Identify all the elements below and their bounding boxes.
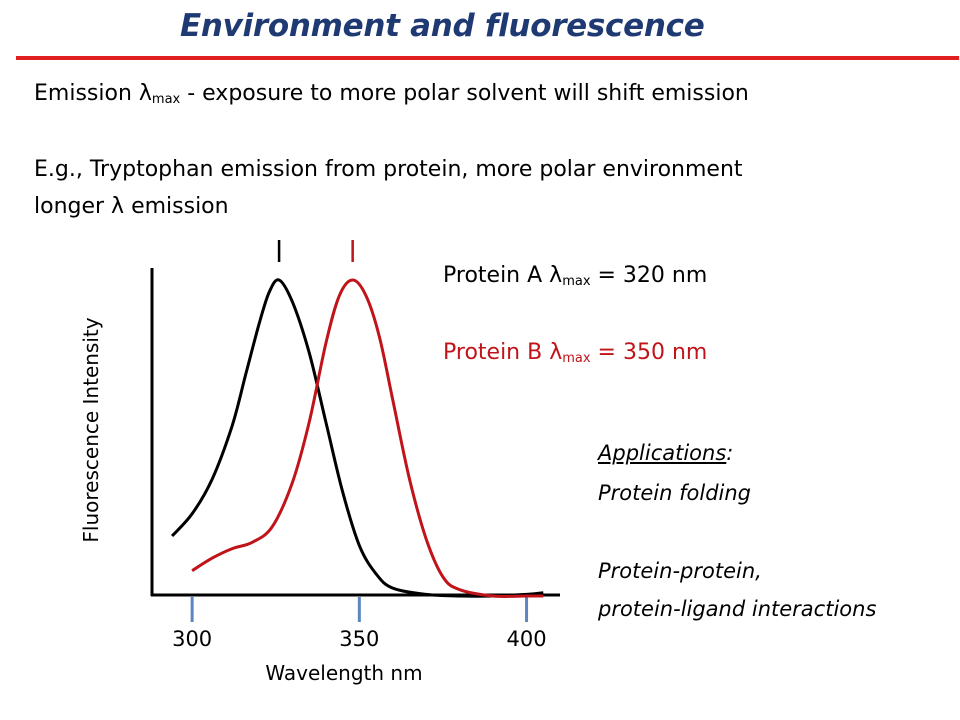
example-line-2: longer λ emission: [34, 194, 229, 219]
series-line-protein-a: [170, 278, 544, 598]
emission-prefix: Emission λ: [34, 81, 152, 106]
slide-title: Environment and fluorescence: [180, 8, 705, 44]
applications-heading-colon: :: [726, 441, 734, 465]
series-line-protein-b: [191, 278, 544, 598]
protein-b-label: Protein B λmax = 350 nm: [443, 337, 707, 368]
emission-suffix: - exposure to more polar solvent will sh…: [180, 81, 749, 106]
y-axis-title: Fluorescence Intensity: [79, 317, 103, 542]
protein-a-subscript: max: [562, 274, 591, 289]
emission-subscript: max: [151, 92, 181, 107]
protein-b-subscript: max: [562, 351, 591, 366]
application-item-folding: Protein folding: [598, 481, 751, 505]
protein-a-suffix: = 320 nm: [590, 263, 708, 288]
emission-statement: Emission λmax - exposure to more polar s…: [34, 78, 749, 109]
x-tick-label-400: 400: [507, 627, 547, 651]
x-tick-label-350: 350: [339, 627, 379, 651]
application-item-protein-protein: Protein-protein,: [598, 559, 762, 583]
title-underline: [16, 56, 959, 60]
application-item-protein-ligand: protein-ligand interactions: [598, 597, 877, 621]
applications-heading: Applications:: [598, 438, 733, 468]
applications-heading-label: Applications: [598, 441, 727, 465]
protein-b-suffix: = 350 nm: [590, 340, 708, 365]
x-tick-label-300: 300: [172, 627, 212, 651]
protein-a-prefix: Protein A λ: [443, 263, 563, 288]
x-axis-title: Wavelength nm: [265, 661, 422, 685]
example-line-1: E.g., Tryptophan emission from protein, …: [34, 157, 743, 182]
protein-a-label: Protein A λmax = 320 nm: [443, 260, 707, 291]
protein-b-prefix: Protein B λ: [443, 340, 563, 365]
